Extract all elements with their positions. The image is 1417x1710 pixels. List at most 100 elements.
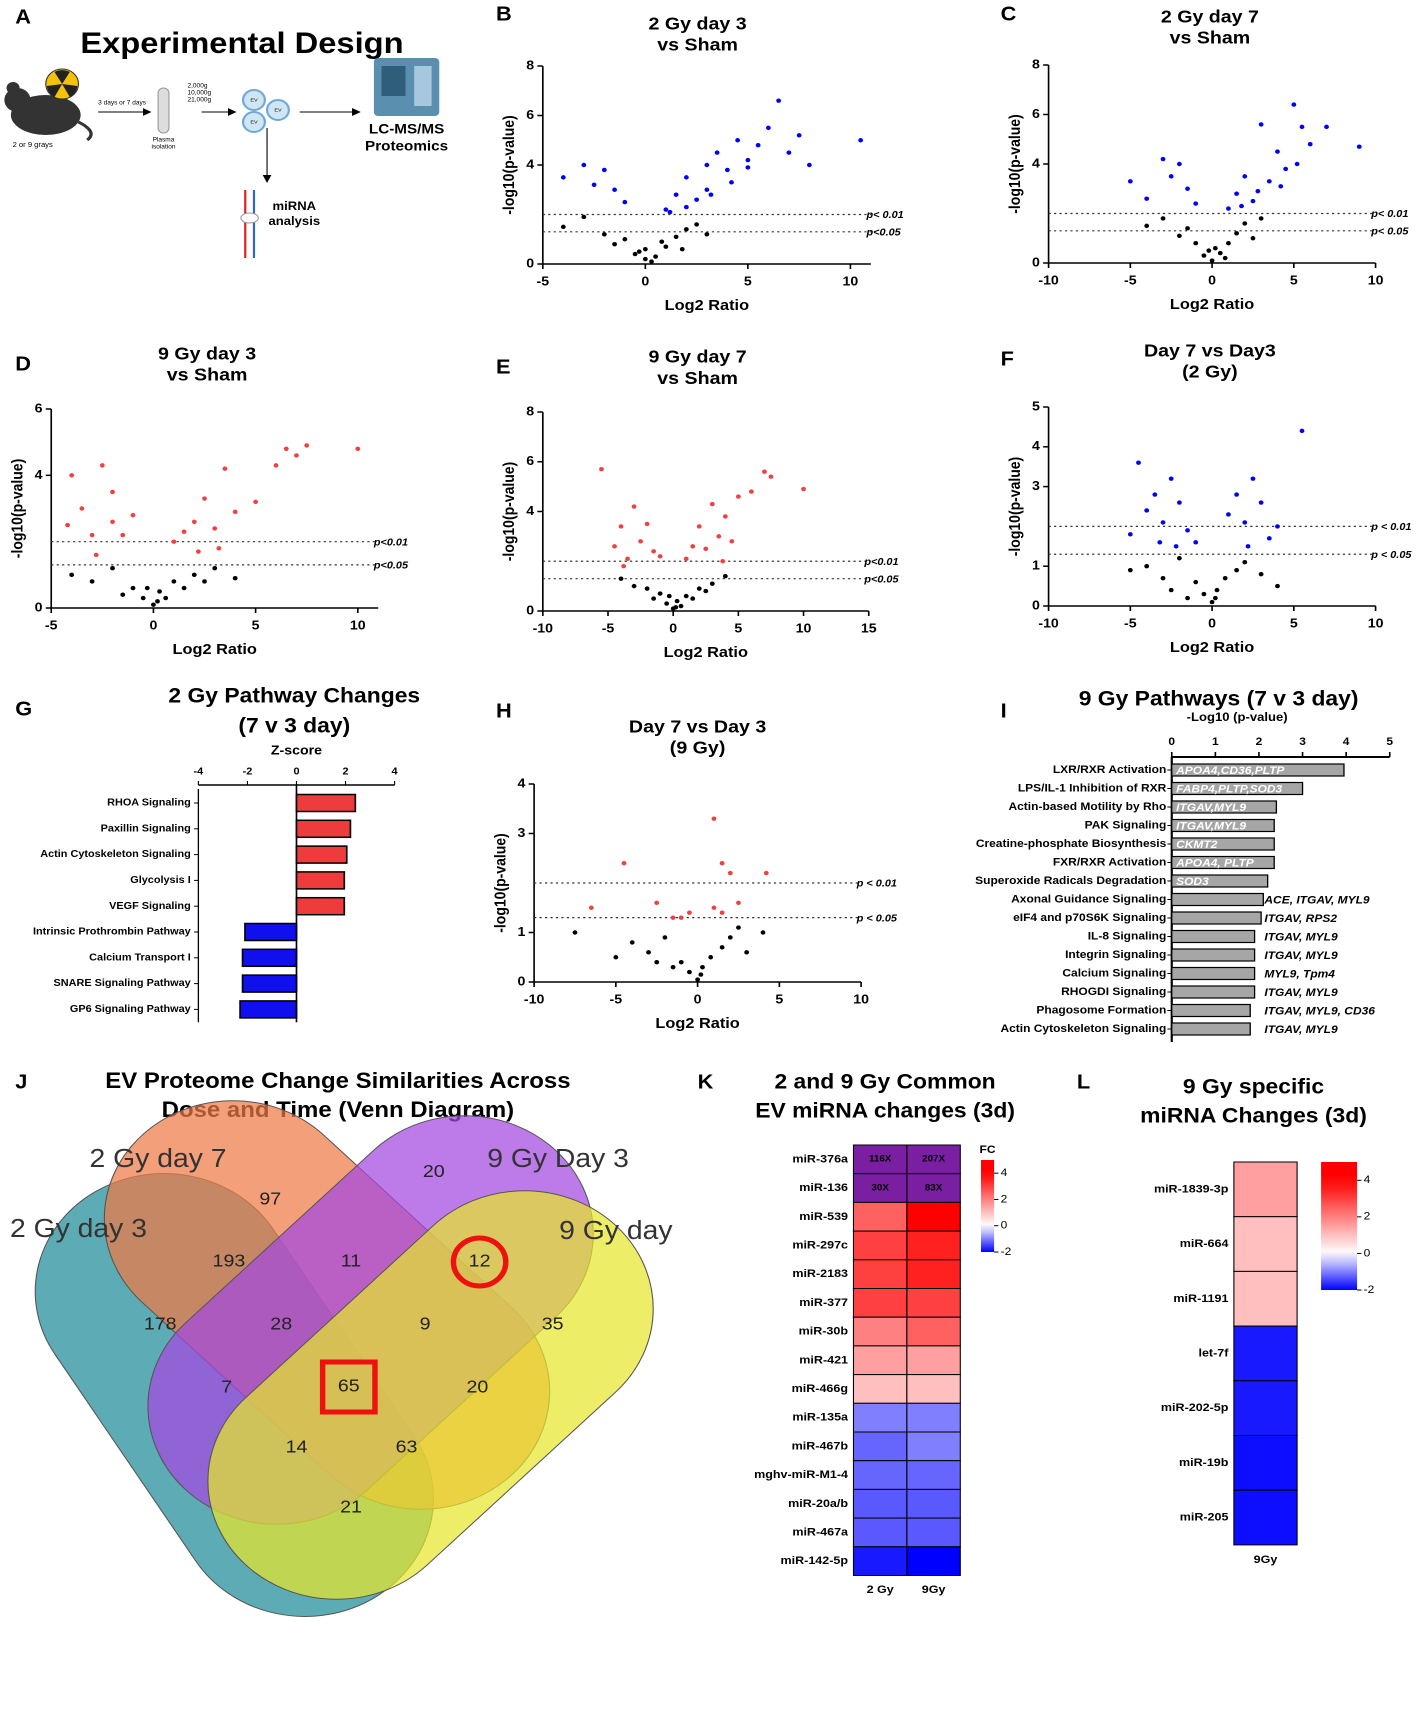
point <box>1185 226 1190 231</box>
point <box>1255 189 1261 194</box>
threshold-label: p< 0.05 <box>1370 227 1408 238</box>
point <box>667 209 673 215</box>
gene-label: MYL9, Tpm4 <box>1264 969 1335 980</box>
chart-title: 2 Gy Pathway Changes <box>168 683 420 707</box>
y-tick-label: 5 <box>1032 399 1040 413</box>
point <box>65 522 70 528</box>
category-label: Actin Cytoskeleton Signaling <box>40 850 190 861</box>
point <box>1258 216 1264 221</box>
x-tick-label: -5 <box>537 274 550 288</box>
point <box>1185 528 1190 533</box>
category-label: Axonal Guidance Signaling <box>1011 894 1166 905</box>
x-tick-label: -5 <box>45 618 58 632</box>
row-label: miR-30b <box>799 1324 848 1337</box>
venn-panel: J EV Proteome Change Similarities AcrossD… <box>10 1068 673 1617</box>
y-tick-label: 8 <box>526 404 534 418</box>
y-tick-label: 0 <box>35 600 43 614</box>
point <box>636 249 642 254</box>
colorbar-tick-label: 4 <box>1001 1167 1008 1178</box>
point <box>1160 575 1166 581</box>
y-axis-label: -log10(p-value) <box>493 833 510 933</box>
point <box>69 473 75 478</box>
y-tick-label: 3 <box>517 825 525 839</box>
y-tick-label: 6 <box>1032 106 1040 120</box>
point <box>89 532 95 538</box>
heatmap-cell <box>852 1259 908 1290</box>
venn-count: 20 <box>467 1376 489 1396</box>
point <box>664 601 670 606</box>
column-label: 9Gy <box>922 1583 946 1596</box>
point <box>1266 179 1272 184</box>
point <box>1214 587 1220 593</box>
point <box>155 599 160 604</box>
ev-label: EV <box>250 97 258 103</box>
panel-letter: A <box>15 6 31 28</box>
chart-title: miRNA Changes (3d) <box>1140 1103 1367 1127</box>
point <box>171 539 177 544</box>
threshold-label: p<0.01 <box>373 538 408 549</box>
point <box>762 469 767 474</box>
heatmap-cell <box>852 1201 908 1232</box>
row-label: miR-466g <box>792 1381 848 1394</box>
spin-label: 10,000g <box>187 90 211 97</box>
venn-set-label: 2 Gy day 3 <box>10 1213 147 1243</box>
category-label: eIF4 and p70S6K Signaling <box>1013 912 1166 923</box>
point <box>618 524 624 529</box>
point <box>786 150 792 155</box>
point <box>612 242 617 247</box>
gene-label: SOD3 <box>1176 876 1209 887</box>
x-tick-label: 0 <box>1168 736 1175 747</box>
mirna-label: miRNA <box>273 200 317 213</box>
point <box>1206 248 1212 253</box>
point <box>621 564 627 569</box>
point <box>724 167 730 173</box>
point <box>1144 508 1150 513</box>
point <box>157 589 162 594</box>
point <box>232 575 238 581</box>
point <box>212 566 218 571</box>
bar <box>1171 929 1256 944</box>
point <box>1185 186 1190 191</box>
chart-title: vs Sham <box>657 34 738 54</box>
point <box>1283 166 1289 172</box>
point <box>690 544 696 549</box>
y-tick-label: 6 <box>526 454 534 468</box>
point <box>191 519 197 524</box>
venn-title: EV Proteome Change Similarities Across <box>105 1068 570 1093</box>
category-label: Superoxide Radicals Degradation <box>975 875 1166 886</box>
point <box>674 598 680 604</box>
design-panel: A Experimental Design 2 or 9 grays 3 day… <box>4 6 448 258</box>
point <box>1136 460 1141 465</box>
point <box>1193 579 1199 585</box>
point <box>1226 206 1231 211</box>
point <box>654 960 660 965</box>
colorbar-tick-label: -2 <box>1364 1284 1375 1295</box>
bar <box>244 922 298 942</box>
point <box>1193 241 1199 246</box>
point <box>720 559 726 564</box>
heatmap-cell <box>906 1374 961 1404</box>
gene-label: ITGAV, MYL9 <box>1264 950 1338 961</box>
ev-icons <box>241 89 290 133</box>
row-label: miR-1191 <box>1173 1291 1228 1304</box>
ms-icon <box>373 58 440 116</box>
point <box>1217 250 1223 256</box>
point <box>1222 255 1228 261</box>
column-label: 2 Gy <box>867 1583 894 1596</box>
category-label: Paxillin Signaling <box>101 824 191 835</box>
point <box>1299 124 1305 130</box>
category-label: Actin Cytoskeleton Signaling <box>1000 1023 1166 1034</box>
point <box>642 246 648 252</box>
heatmap-cell <box>852 1230 908 1261</box>
heatmap-cell <box>906 1460 961 1490</box>
y-tick-label: 0 <box>526 603 534 617</box>
y-tick-label: 8 <box>526 58 534 72</box>
gene-label: APOA4, PLTP <box>1175 858 1254 869</box>
x-tick-label: 0 <box>149 618 157 632</box>
point <box>560 175 566 180</box>
chart-title: vs Sham <box>167 364 248 384</box>
row-label: let-7f <box>1199 1346 1230 1359</box>
cell-label: 207X <box>922 1153 946 1164</box>
x-tick-label: -5 <box>1124 273 1137 287</box>
point <box>1144 564 1150 569</box>
